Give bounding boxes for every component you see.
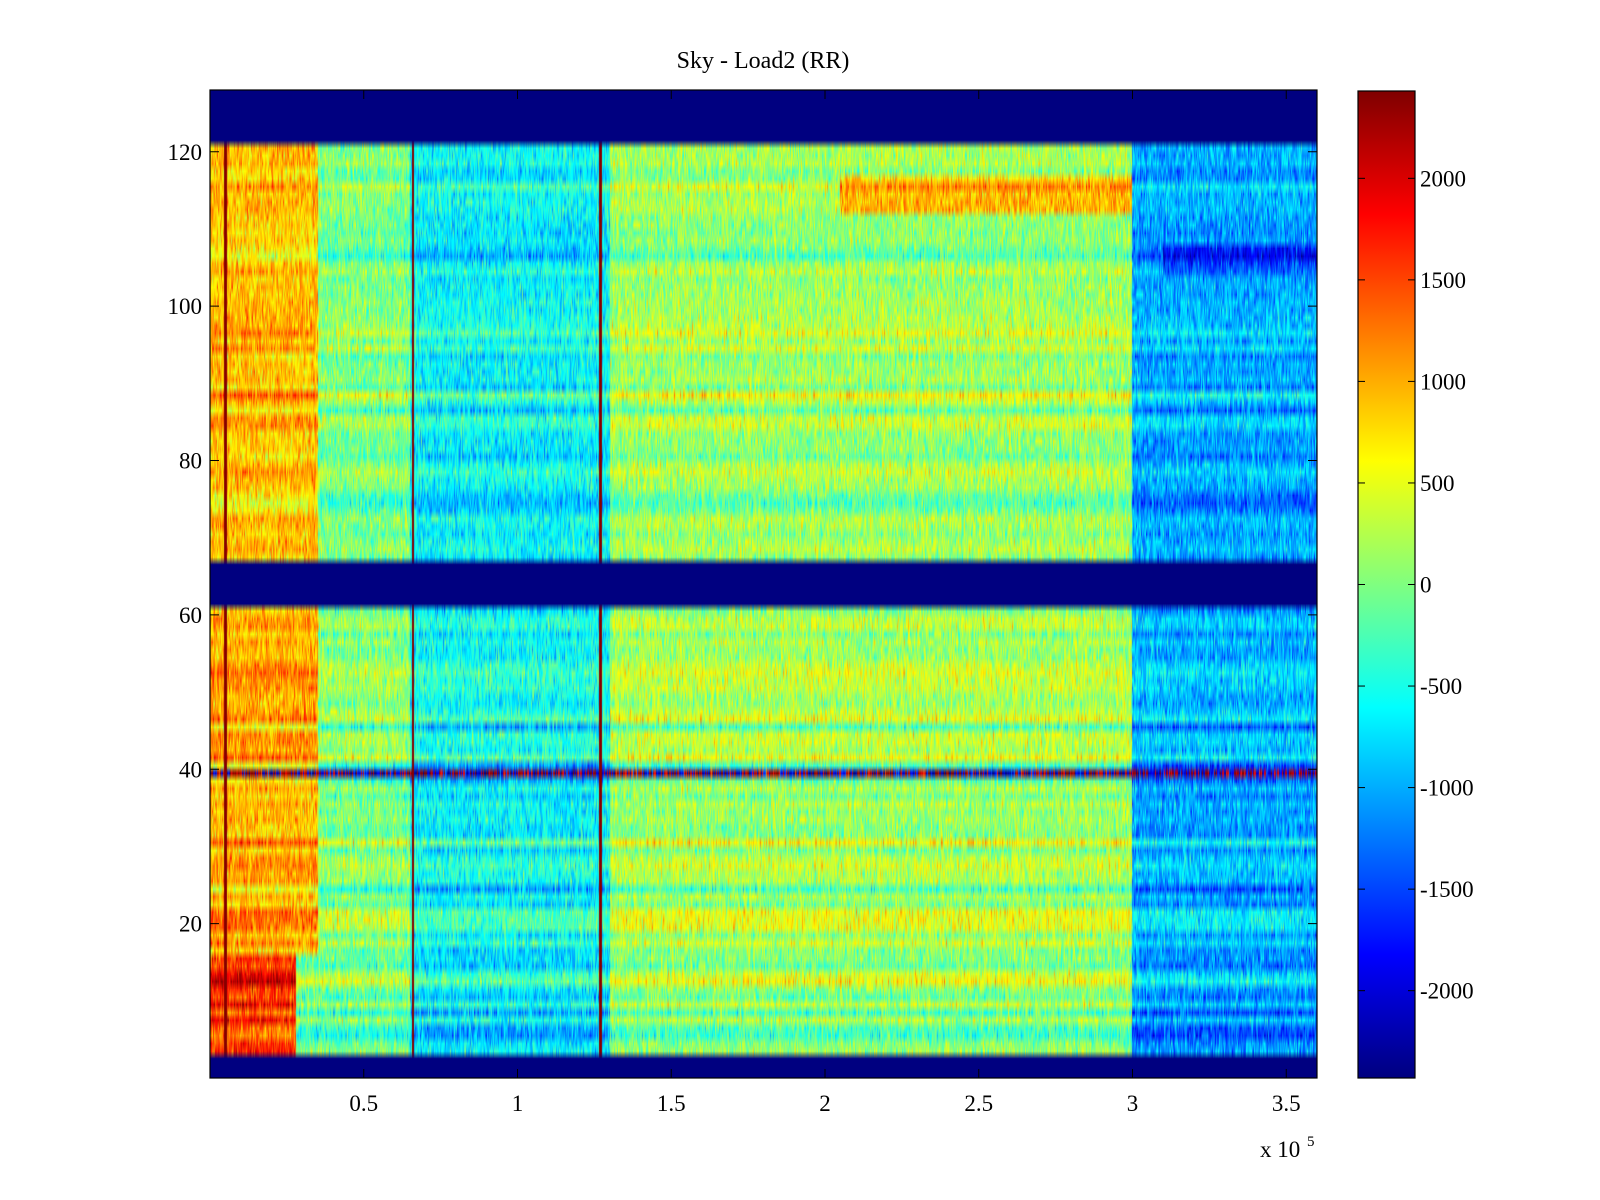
x-tick-label: 2	[819, 1091, 831, 1116]
colorbar-tick-label: -500	[1420, 674, 1462, 699]
y-axis: 20 40 60 80 100 120	[168, 140, 1317, 937]
colorbar-ticks: 2000 1500 1000 500 0 -500 -1000 -1500 -2000	[1358, 166, 1474, 1004]
y-tick-label: 60	[179, 603, 202, 628]
colorbar-tick-label: 500	[1420, 471, 1455, 496]
colorbar-tick-label: 0	[1420, 573, 1432, 598]
x-tick-label: 1	[512, 1091, 524, 1116]
x-tick-label: 3.5	[1272, 1091, 1301, 1116]
x-tick-label: 2.5	[964, 1091, 993, 1116]
x-tick-label: 3	[1127, 1091, 1139, 1116]
x-axis: 0.5 1 1.5 2 2.5 3 3.5	[349, 90, 1301, 1116]
colorbar-tick-label: -1500	[1420, 877, 1474, 902]
colorbar-tick-label: 1500	[1420, 268, 1466, 293]
colorbar-tick-label: 2000	[1420, 166, 1466, 191]
y-tick-label: 100	[168, 294, 203, 319]
colorbar-tick-label: -1000	[1420, 776, 1474, 801]
x-exponent-power: 5	[1307, 1134, 1315, 1150]
colorbar: 2000 1500 1000 500 0 -500 -1000 -1500 -2000	[1357, 90, 1474, 1079]
y-tick-label: 80	[179, 449, 202, 474]
x-tick-label: 1.5	[657, 1091, 686, 1116]
heatmap-image	[210, 90, 1317, 1078]
chart-title: Sky - Load2 (RR)	[677, 48, 850, 74]
y-tick-label: 40	[179, 757, 202, 782]
y-tick-label: 20	[179, 912, 202, 937]
x-exponent-prefix: x 10	[1260, 1137, 1300, 1162]
colorbar-tick-label: 1000	[1420, 369, 1466, 394]
colorbar-gradient	[1357, 90, 1416, 1079]
y-tick-label: 120	[168, 140, 203, 165]
heatmap-plot-area	[209, 89, 1318, 1079]
x-exponent-label: x 10 5	[1260, 1134, 1315, 1162]
svg-text:x 10: x 10	[1260, 1137, 1300, 1162]
colorbar-tick-label: -2000	[1420, 979, 1474, 1004]
x-tick-label: 0.5	[349, 1091, 378, 1116]
plot-frame	[209, 89, 1318, 1079]
